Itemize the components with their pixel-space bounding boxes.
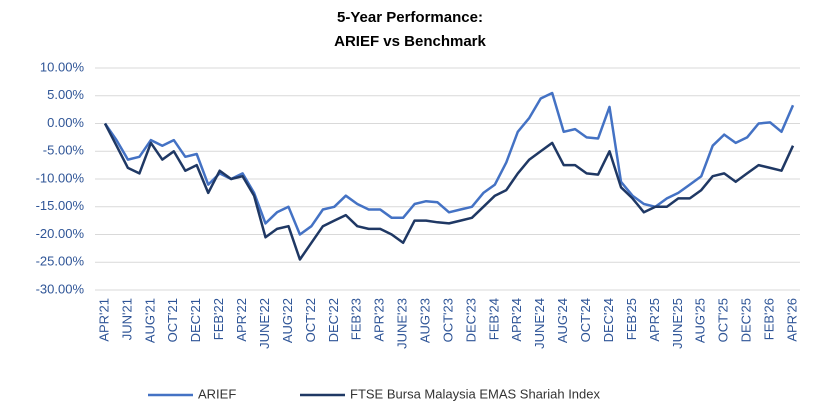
x-tick-label: OCT'23 <box>440 298 455 342</box>
y-tick-label: 0.00% <box>47 115 84 130</box>
x-tick-label: OCT'22 <box>303 298 318 342</box>
x-tick-label: JUNE'22 <box>257 298 272 349</box>
x-tick-label: FEB'24 <box>486 298 501 340</box>
x-tick-label: JUNE'25 <box>670 298 685 349</box>
x-tick-label: DEC'24 <box>601 298 616 342</box>
x-tick-label: JUN'21 <box>119 298 134 340</box>
x-tick-label: OCT'25 <box>716 298 731 342</box>
y-tick-label: 10.00% <box>40 59 85 74</box>
x-tick-label: JUNE'24 <box>532 298 547 349</box>
x-tick-label: OCT'24 <box>578 298 593 342</box>
series-line <box>103 122 795 261</box>
x-tick-label: AUG'25 <box>693 298 708 343</box>
y-tick-label: 5.00% <box>47 87 84 102</box>
x-tick-label: FEB'22 <box>211 298 226 340</box>
x-tick-label: APR'25 <box>647 298 662 342</box>
x-tick-label: AUG'21 <box>142 298 157 343</box>
x-tick-label: AUG'22 <box>280 298 295 343</box>
chart-title: ARIEF vs Benchmark <box>334 33 486 50</box>
y-tick-label: -5.00% <box>43 143 85 158</box>
legend-label: ARIEF <box>198 386 236 401</box>
x-tick-label: DEC'23 <box>463 298 478 342</box>
x-tick-label: AUG'23 <box>418 298 433 343</box>
series-line <box>103 91 795 236</box>
x-tick-label: JUNE'23 <box>395 298 410 349</box>
x-tick-label: FEB'25 <box>624 298 639 340</box>
x-tick-label: OCT'21 <box>165 298 180 342</box>
legend-label: FTSE Bursa Malaysia EMAS Shariah Index <box>350 386 600 401</box>
y-tick-label: -20.00% <box>36 226 85 241</box>
x-tick-label: FEB'23 <box>349 298 364 340</box>
x-tick-label: DEC'25 <box>739 298 754 342</box>
y-tick-label: -10.00% <box>36 170 85 185</box>
x-tick-label: AUG'24 <box>555 298 570 343</box>
x-tick-label: APR'22 <box>234 298 249 342</box>
chart-title: 5-Year Performance: <box>337 9 483 26</box>
y-tick-label: -15.00% <box>36 198 85 213</box>
x-tick-label: APR'21 <box>96 298 111 342</box>
y-tick-label: -30.00% <box>36 281 85 296</box>
x-tick-label: DEC'22 <box>326 298 341 342</box>
y-tick-label: -25.00% <box>36 254 85 269</box>
x-tick-label: DEC'21 <box>188 298 203 342</box>
x-tick-label: FEB'26 <box>762 298 777 340</box>
x-tick-label: APR'24 <box>509 298 524 342</box>
x-tick-label: APR'26 <box>784 298 799 342</box>
x-tick-label: APR'23 <box>372 298 387 342</box>
